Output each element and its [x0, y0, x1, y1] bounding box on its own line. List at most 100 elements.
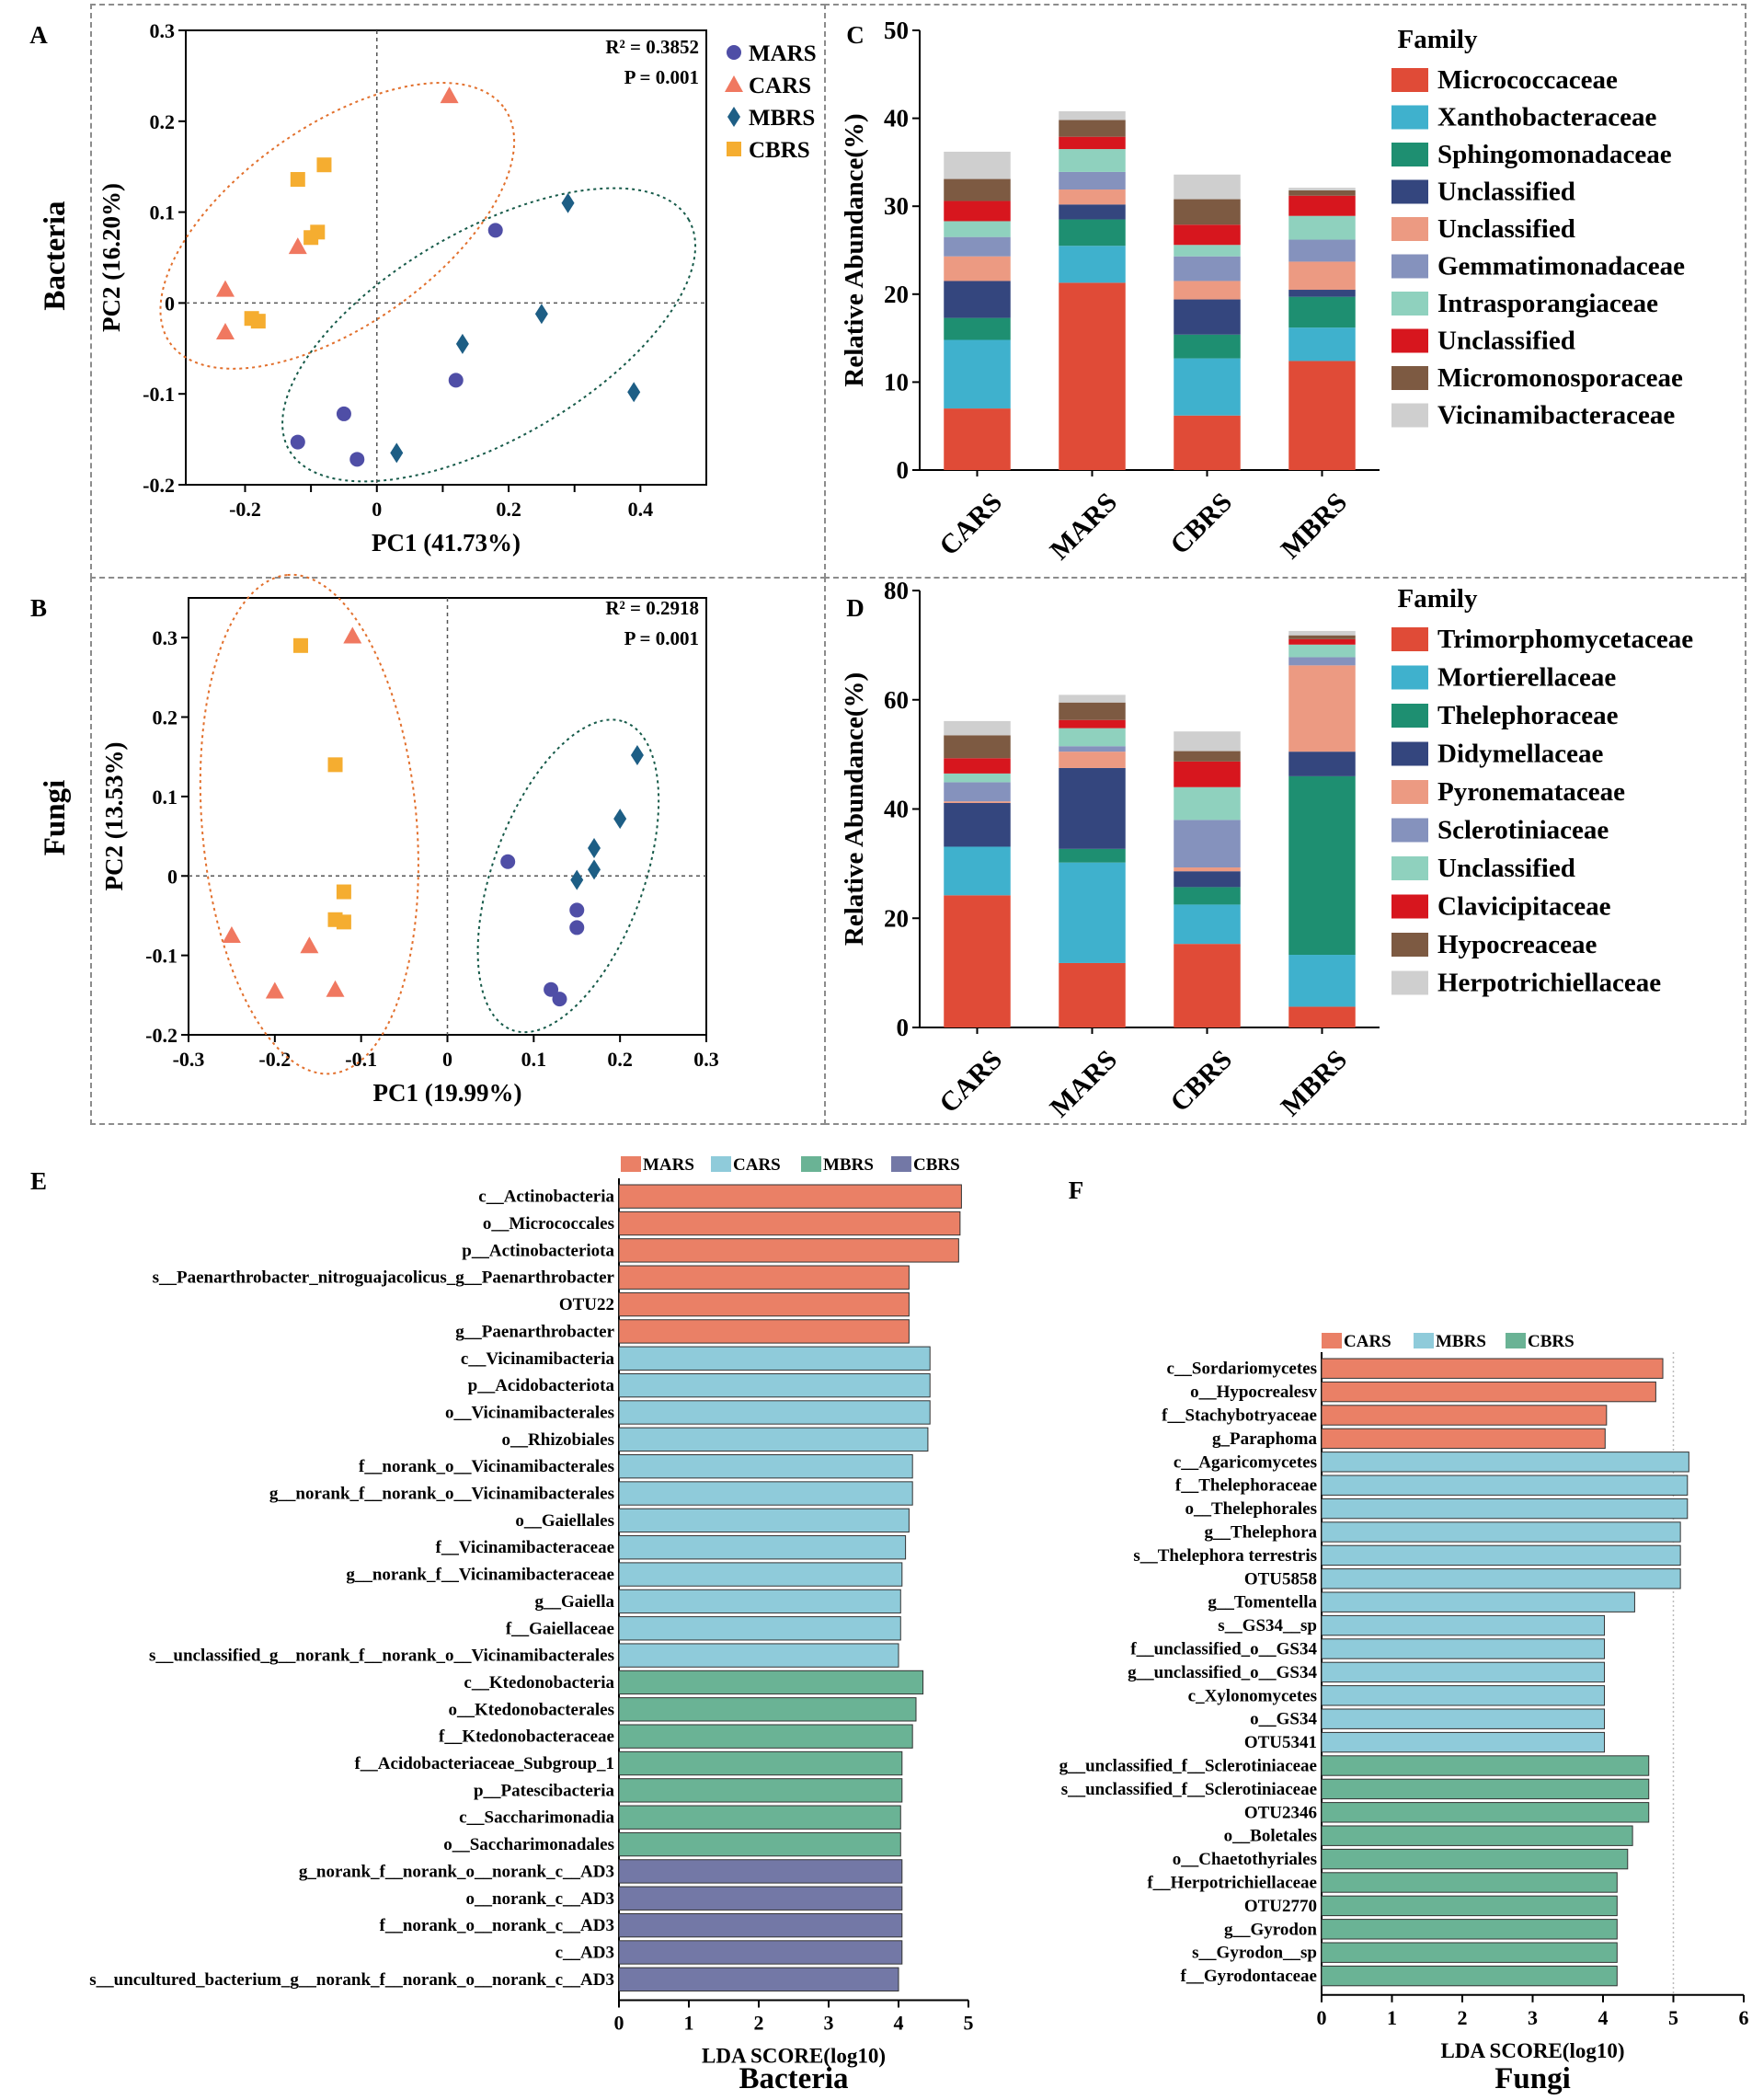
legend-label-D-4: Pyronemataceae: [1437, 777, 1625, 807]
x-tick-label-B: -0.3: [173, 1048, 205, 1071]
y-axis-title-A: PC2 (16.20%): [97, 183, 125, 332]
bar-segment-C-cars-9: [944, 151, 1011, 179]
point-mbrs-B: [588, 859, 601, 880]
bar-segment-D-cbrs-1: [1174, 904, 1241, 945]
legend-label-mbrs: MBRS: [749, 106, 815, 131]
x-tick-label-D-mbrs: MBRS: [1276, 1044, 1354, 1122]
lda-label-E-12: o__Gaiellales: [515, 1511, 614, 1531]
lda-label-F-5: f__Thelephoraceae: [1175, 1476, 1317, 1496]
lda-legend-label-E-cars: CARS: [733, 1155, 781, 1175]
y-tick-label-C: 30: [884, 192, 909, 220]
bar-segment-D-mars-2: [1059, 848, 1126, 863]
legend-label-C-2: Sphingomonadaceae: [1437, 140, 1672, 169]
point-mbrs-B: [630, 745, 644, 765]
bar-segment-C-cbrs-1: [1174, 358, 1241, 416]
bar-segment-C-mbrs-1: [1288, 327, 1356, 361]
x-axis-title-A: PC1 (41.73%): [372, 529, 521, 557]
bar-segment-C-mbrs-3: [1288, 290, 1356, 297]
lda-bar-E-4: [618, 1291, 910, 1317]
lda-label-E-17: s__unclassified_g__norank_f__norank_o__V…: [149, 1647, 614, 1666]
x-tick-label-B: 0.2: [607, 1048, 633, 1071]
x-tick-label-C-mbrs: MBRS: [1276, 487, 1354, 565]
y-tick-label-D: 80: [884, 577, 909, 604]
lda-label-E-22: p__Patescibacteria: [474, 1781, 615, 1800]
bar-segment-D-cars-4: [944, 801, 1011, 803]
x-tick-label-E: 5: [964, 2012, 974, 2035]
legend-label-D-3: Didymellaceae: [1437, 740, 1604, 769]
lda-bar-E-2: [618, 1238, 959, 1263]
panel-letter-d: D: [846, 594, 865, 622]
bar-segment-D-cbrs-6: [1174, 786, 1241, 820]
panel-title-E: Bacteria: [739, 2062, 848, 2095]
lda-bar-E-3: [618, 1265, 910, 1290]
y-tick-label-B: -0.1: [145, 945, 177, 968]
y-tick-label-A: -0.2: [143, 474, 175, 497]
legend-label-D-2: Thelephoraceae: [1437, 701, 1619, 730]
lda-label-F-12: f__unclassified_o__GS34: [1130, 1640, 1317, 1659]
bar-segment-D-mbrs-2: [1288, 775, 1356, 956]
y-tick-label-B: -0.2: [145, 1024, 177, 1047]
lda-label-E-19: o__Ktedonobacterales: [449, 1700, 614, 1719]
lda-bar-F-16: [1321, 1731, 1606, 1753]
lda-label-E-0: c__Actinobacteria: [478, 1188, 614, 1207]
lda-label-F-11: s__GS34__sp: [1218, 1616, 1317, 1635]
point-mars-A: [290, 434, 305, 450]
lda-bar-F-23: [1321, 1895, 1618, 1917]
point-mbrs-A: [390, 442, 404, 464]
lda-label-E-7: p__Acidobacteriota: [468, 1376, 615, 1395]
bar-segment-D-mars-1: [1059, 862, 1126, 963]
bar-segment-C-cars-0: [944, 408, 1011, 470]
lda-label-F-18: s__unclassified_f__Sclerotiniaceae: [1061, 1780, 1317, 1799]
lda-bar-E-29: [618, 1967, 899, 1991]
point-cbrs-B: [327, 757, 343, 773]
x-tick-label-E: 1: [684, 2012, 694, 2035]
point-mars-A: [448, 373, 464, 388]
lda-label-F-14: c_Xylonomycetes: [1188, 1686, 1317, 1705]
lda-label-E-13: f__Vicinamibacteraceae: [436, 1538, 615, 1557]
y-tick-label-A: 0.1: [150, 201, 176, 224]
lda-bar-E-7: [618, 1372, 931, 1398]
lda-label-E-27: f__norank_o__norank_c__AD3: [380, 1916, 614, 1935]
panel-letter-b: B: [30, 594, 47, 622]
bar-segment-D-cars-3: [944, 802, 1011, 847]
lda-bar-E-10: [618, 1454, 913, 1479]
lda-label-E-15: g__Gaiella: [534, 1592, 614, 1612]
lda-label-F-4: c__Agaricomycetes: [1174, 1452, 1317, 1472]
point-cbrs-A: [250, 314, 266, 329]
lda-label-F-9: OTU5858: [1244, 1569, 1317, 1589]
bar-segment-D-cbrs-7: [1174, 761, 1241, 787]
bar-segment-C-cbrs-4: [1174, 281, 1241, 300]
legend-label-D-5: Sclerotiniaceae: [1437, 816, 1609, 845]
lda-bar-F-15: [1321, 1708, 1606, 1729]
point-cbrs-A: [290, 172, 305, 188]
lda-label-E-24: o__Saccharimonadales: [443, 1835, 614, 1854]
lda-label-E-6: c__Vicinamibacteria: [461, 1349, 615, 1369]
point-mars-B: [552, 992, 567, 1007]
y-tick-label-A: 0.2: [150, 110, 176, 133]
bar-segment-D-cars-6: [944, 773, 1011, 783]
legend-swatch-C-3: [1391, 179, 1428, 204]
y-tick-label-C: 10: [884, 368, 909, 396]
bar-segment-D-mars-9: [1059, 694, 1126, 703]
panel-letter-a: A: [29, 21, 48, 49]
lda-bar-E-13: [618, 1535, 907, 1560]
bar-segment-C-mbrs-7: [1288, 195, 1356, 216]
lda-label-E-20: f__Ktedonobacteraceae: [439, 1727, 614, 1747]
x-tick-label-B: 0.3: [693, 1048, 719, 1071]
lda-label-E-28: c__AD3: [555, 1943, 614, 1962]
lda-bar-E-16: [618, 1616, 901, 1641]
bar-segment-C-cars-1: [944, 339, 1011, 409]
bar-segment-D-mbrs-6: [1288, 644, 1356, 658]
bar-segment-C-mars-1: [1059, 246, 1126, 283]
legend-label-D-1: Mortierellaceae: [1437, 663, 1616, 693]
lda-legend-swatch-F-cars: [1322, 1333, 1342, 1348]
point-cars-B: [343, 626, 362, 644]
y-tick-label-D: 20: [884, 904, 909, 932]
point-mbrs-B: [613, 809, 627, 830]
lda-label-F-13: g__unclassified_o__GS34: [1128, 1663, 1317, 1682]
bar-segment-C-mbrs-8: [1288, 189, 1356, 196]
lda-legend-label-E-mars: MARS: [643, 1155, 694, 1175]
x-tick-label-E: 4: [894, 2012, 904, 2035]
lda-label-F-17: g__unclassified_f__Sclerotiniaceae: [1059, 1757, 1317, 1776]
lda-bar-E-0: [618, 1184, 962, 1209]
